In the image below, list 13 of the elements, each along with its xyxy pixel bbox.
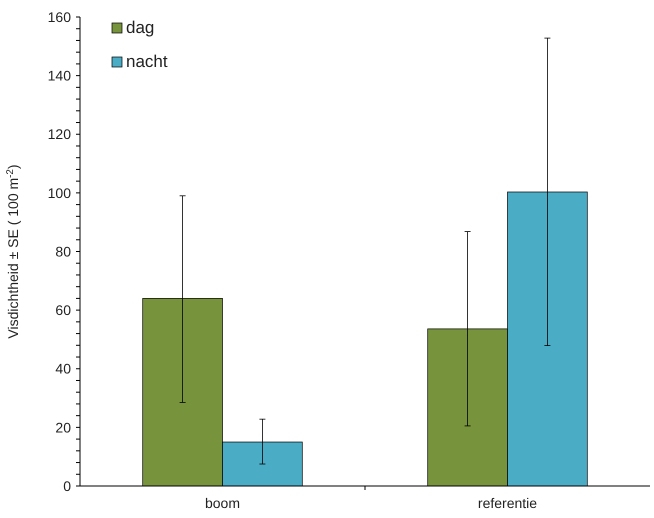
y-tick-label: 40	[55, 360, 72, 377]
x-tick-label: referentie	[478, 495, 538, 511]
y-tick-label: 0	[63, 478, 72, 494]
y-tick-label: 120	[48, 126, 72, 142]
y-tick-label: 60	[55, 302, 72, 318]
x-tick-label: boom	[204, 495, 240, 511]
y-tick-label: 20	[55, 419, 72, 436]
legend-label: nacht	[126, 52, 168, 71]
legend-label: dag	[126, 18, 154, 37]
y-tick-label: 160	[48, 8, 72, 25]
y-tick-label: 140	[48, 68, 72, 84]
y-tick-label: 80	[55, 243, 72, 260]
y-tick-label: 100	[48, 184, 72, 201]
